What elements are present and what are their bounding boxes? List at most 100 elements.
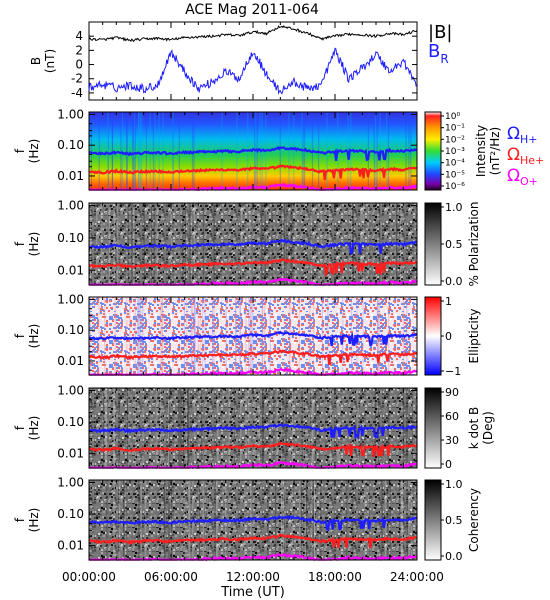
- polarization-ylabel-line2: (Hz): [27, 232, 41, 257]
- spectrum-streak: [139, 112, 141, 190]
- coherency-streak: [123, 480, 125, 560]
- ellipticity-streak: [160, 297, 162, 375]
- kdotb-gyro-heplus: [88, 441, 418, 458]
- ellipticity-streak: [114, 297, 116, 375]
- kdotb-streak: [374, 388, 376, 468]
- polarization-streak: [133, 203, 135, 285]
- polarization-streak: [280, 203, 282, 285]
- polarization-streak: [90, 203, 92, 285]
- coherency-streak: [189, 480, 191, 560]
- spectrum-streak: [134, 112, 136, 190]
- spectrum-colorbar-ticklabel: 10⁻¹: [445, 124, 465, 134]
- spectrum-ylabel-line2: (Hz): [27, 139, 41, 164]
- x-axis-label: Time (UT): [220, 585, 285, 600]
- bfield-ytick-label: -2: [71, 72, 83, 86]
- legend-omega-he: ΩHe+: [507, 145, 544, 167]
- ellipticity-streak: [183, 297, 185, 375]
- panel-bfield-frame: [88, 21, 418, 101]
- ellipticity-streak: [298, 297, 301, 375]
- coherency-streak: [168, 480, 170, 560]
- bfield-ylabel: B (nT): [29, 49, 57, 73]
- polarization-streak: [291, 203, 293, 285]
- kdotb-streak: [276, 388, 278, 468]
- coherency-streak: [170, 480, 173, 560]
- coherency-ylabel: f (Hz): [13, 508, 41, 533]
- spectrum-ytick-label: 0.10: [57, 138, 84, 152]
- polarization-streak: [286, 203, 288, 285]
- time-tick-labels: 00:00:00 06:00:00 12:00:00 18:00:00 24:0…: [62, 570, 444, 584]
- spectrum-streak: [141, 112, 143, 190]
- polarization-streak: [186, 203, 188, 285]
- ellipticity-streak: [138, 297, 140, 375]
- ellipticity-streak: [134, 297, 136, 375]
- bfield-ytick-label: 2: [75, 43, 83, 57]
- kdotb-ylabel: f (Hz): [13, 416, 41, 441]
- ellipticity-streak: [161, 297, 164, 375]
- legend-omega-o: ΩO+: [507, 166, 538, 188]
- coherency-streak: [368, 480, 371, 560]
- spectrum-ytick-label: 0.01: [57, 169, 84, 183]
- spectrum-colorbar-ticklabel: 10⁻³: [445, 147, 465, 157]
- ellipticity-streak: [288, 297, 290, 375]
- bfield-ytick-label: -4: [71, 86, 83, 100]
- ellipticity-ylabel: f (Hz): [13, 324, 41, 349]
- spectrum-gyro-hplus: [88, 146, 418, 162]
- coherency-ytick-label: 1.00: [57, 475, 84, 489]
- polarization-streak: [143, 203, 145, 285]
- coherency-colorbar-ticklabel: 1.0: [445, 478, 463, 491]
- spectrum-streak: [154, 112, 156, 190]
- gyrofrequency-legend: ΩH+ ΩHe+ ΩO+: [507, 124, 544, 188]
- ellipticity-streak: [290, 297, 292, 375]
- kdotb-streak: [114, 388, 116, 468]
- bfield-ytick-label: 4: [75, 29, 83, 43]
- spectrum-streak: [126, 112, 128, 190]
- time-tick-3: 18:00:00: [308, 570, 362, 584]
- kdotb-streak: [105, 388, 107, 468]
- legend-omega-h-sub: H+: [520, 133, 538, 146]
- polarization-streak: [170, 203, 172, 285]
- polarization-ylabel: f (Hz): [13, 232, 41, 257]
- polarization-streak: [320, 203, 322, 285]
- ellipticity-streak: [192, 297, 194, 375]
- spectrum-streak: [111, 112, 113, 190]
- coherency-colorbar-label-line1: Coherency: [467, 488, 481, 552]
- spectrum-streak: [107, 112, 109, 190]
- polarization-streak: [117, 203, 119, 285]
- kdotb-streak: [186, 388, 188, 468]
- ellipticity-streak: [327, 297, 329, 375]
- time-tick-2: 12:00:00: [226, 570, 280, 584]
- legend-br-sub: R: [440, 52, 448, 66]
- polarization-colorbar: [424, 202, 442, 286]
- coherency-colorbar-ticklabel: 0.5: [445, 514, 463, 527]
- polarization-streak: [134, 203, 136, 285]
- kdotb-streak: [128, 388, 130, 468]
- spectrum-streak: [149, 112, 151, 190]
- ellipticity-ylabel-line1: f: [13, 333, 27, 338]
- polarization-streak: [380, 203, 382, 285]
- spectrum-colorbar-ticklabel: 10⁻⁶: [445, 182, 465, 192]
- spectrum-ytick-label: 1.00: [57, 107, 84, 121]
- ellipticity-streak: [190, 297, 192, 375]
- kdotb-streak: [104, 388, 106, 468]
- series-line-b-magnitude: [88, 25, 418, 43]
- kdotb-streak: [127, 388, 129, 468]
- coherency-ytick-label: 0.01: [57, 539, 84, 553]
- polarization-colorbar-ticklabel: 0.5: [445, 238, 463, 251]
- legend-b-magnitude: |B|: [428, 22, 452, 43]
- coherency-streak: [274, 480, 277, 560]
- polarization-streak: [131, 203, 133, 285]
- coherency-streak: [137, 480, 139, 560]
- spectrum-ylabel-line1: f: [13, 148, 27, 153]
- spectrum-colorbar-ticklabel: 10⁻⁴: [445, 159, 465, 169]
- kdotb-colorbar-label-line2: (Deg): [481, 411, 495, 445]
- ellipticity-gyro-hplus: [89, 330, 418, 347]
- polarization-ytick-label: 0.01: [57, 263, 84, 277]
- kdotb-streak: [169, 388, 171, 468]
- kdotb-streak: [118, 388, 120, 468]
- spectrum-streak: [134, 112, 136, 190]
- kdotb-ylabel-line1: f: [13, 425, 27, 430]
- b-legend: |B| BR: [428, 22, 452, 66]
- polarization-streak: [108, 203, 110, 285]
- coherency-streak: [206, 480, 208, 560]
